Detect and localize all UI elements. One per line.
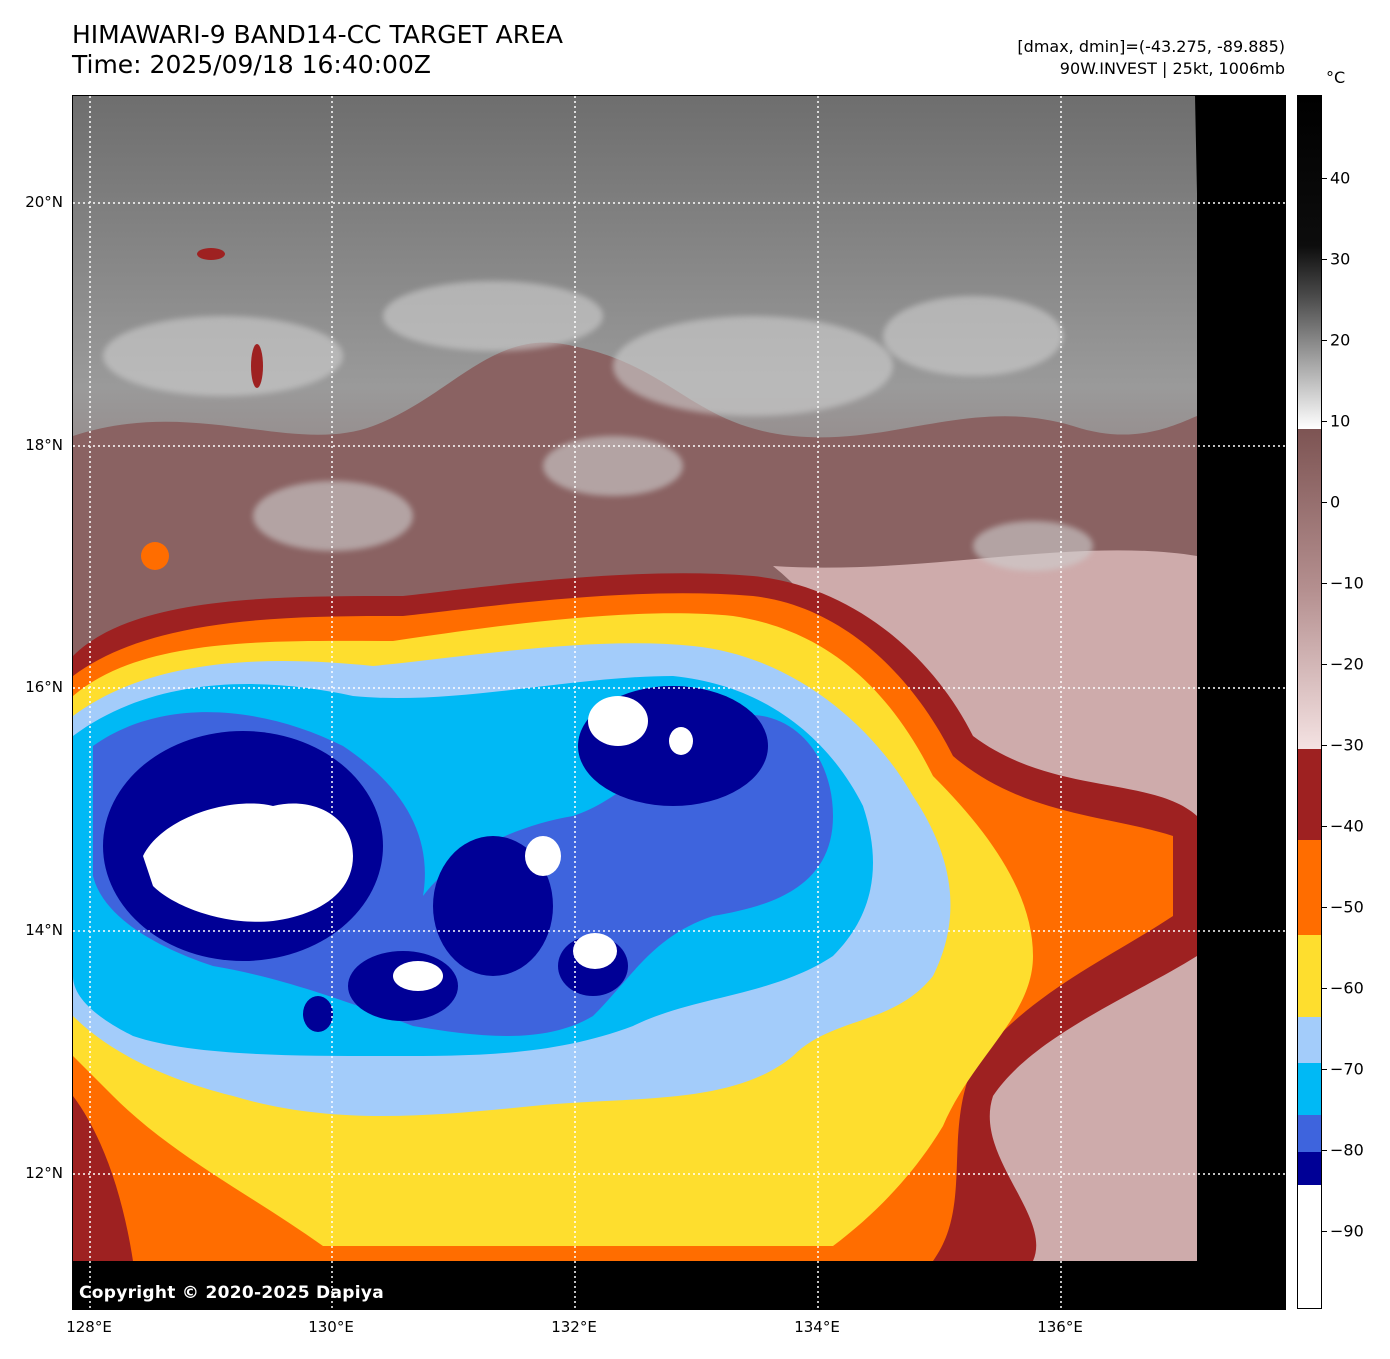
colorbar-tick	[1322, 664, 1327, 665]
colorbar-tick	[1322, 826, 1327, 827]
title-line-1: HIMAWARI-9 BAND14-CC TARGET AREA	[72, 20, 564, 49]
range-text: [dmax, dmin]=(-43.275, -89.885)	[1017, 37, 1285, 56]
colorbar-tick-label: 30	[1330, 249, 1351, 269]
warm-spot-3	[141, 542, 169, 570]
storm-meta: [dmax, dmin]=(-43.275, -89.885) 90W.INVE…	[1017, 36, 1285, 80]
colorbar-tick	[1322, 340, 1327, 341]
storm-text: 90W.INVEST | 25kt, 1006mb	[1059, 59, 1285, 78]
colorbar-tick	[1322, 1231, 1327, 1232]
copyright-text: Copyright © 2020-2025 Dapiya	[79, 1283, 384, 1303]
colorbar-tick-label: −20	[1330, 654, 1364, 674]
colorbar-tick-label: 20	[1330, 330, 1351, 350]
colorbar	[1297, 95, 1322, 1309]
cloud-texture	[103, 281, 1093, 571]
white-core-northeast	[588, 696, 648, 746]
colorbar-tick	[1322, 421, 1327, 422]
white-core-west	[143, 803, 353, 922]
colorbar-tick	[1322, 988, 1327, 989]
navy-core-center	[433, 836, 553, 976]
title-line-2: Time: 2025/09/18 16:40:00Z	[72, 50, 431, 79]
colorbar-tick	[1322, 178, 1327, 179]
colorbar-tick-label: 0	[1330, 492, 1341, 512]
lat-label-14n: 14°N	[25, 921, 63, 939]
no-data-right	[1195, 96, 1285, 1309]
lon-label-128e: 128°E	[66, 1318, 112, 1336]
colorbar-tick-label: −30	[1330, 735, 1364, 755]
lon-label-132e: 132°E	[551, 1318, 597, 1336]
chart-title: HIMAWARI-9 BAND14-CC TARGET AREA Time: 2…	[72, 20, 563, 80]
navy-core-small	[303, 996, 333, 1032]
colorbar-tick-label: 40	[1330, 168, 1351, 188]
colorbar-tick-label: −90	[1330, 1221, 1364, 1241]
colorbar-tick	[1322, 502, 1327, 503]
satellite-image	[73, 96, 1285, 1309]
satellite-map: Copyright © 2020-2025 Dapiya	[72, 95, 1286, 1310]
white-core-center	[525, 836, 561, 876]
no-data-bottom	[73, 1261, 1285, 1309]
warm-spot-2	[251, 344, 263, 388]
colorbar-tick-label: 10	[1330, 411, 1351, 431]
colorbar-tick-label: −70	[1330, 1059, 1364, 1079]
colorbar-tick-label: −60	[1330, 978, 1364, 998]
colorbar-tick-label: −80	[1330, 1140, 1364, 1160]
lat-label-18n: 18°N	[25, 436, 63, 454]
colorbar-tick	[1322, 583, 1327, 584]
lon-label-136e: 136°E	[1037, 1318, 1083, 1336]
white-core-southeast	[573, 933, 617, 969]
colorbar-tick-label: −10	[1330, 573, 1364, 593]
colorbar-tick	[1322, 745, 1327, 746]
gridlines	[73, 96, 1285, 1309]
white-core-northeast-2	[669, 727, 693, 755]
lon-label-134e: 134°E	[794, 1318, 840, 1336]
lat-label-12n: 12°N	[25, 1164, 63, 1182]
colorbar-tick-label: −50	[1330, 897, 1364, 917]
lat-label-16n: 16°N	[25, 678, 63, 696]
warm-spot-1	[197, 248, 225, 260]
lat-label-20n: 20°N	[25, 193, 63, 211]
colorbar-tick	[1322, 259, 1327, 260]
white-core-south	[393, 961, 443, 991]
colorbar-gradient	[1298, 96, 1321, 1308]
colorbar-unit: °C	[1326, 68, 1346, 87]
colorbar-tick	[1322, 1150, 1327, 1151]
colorbar-tick-label: −40	[1330, 816, 1364, 836]
colorbar-tick	[1322, 1069, 1327, 1070]
lon-label-130e: 130°E	[308, 1318, 354, 1336]
colorbar-tick	[1322, 907, 1327, 908]
